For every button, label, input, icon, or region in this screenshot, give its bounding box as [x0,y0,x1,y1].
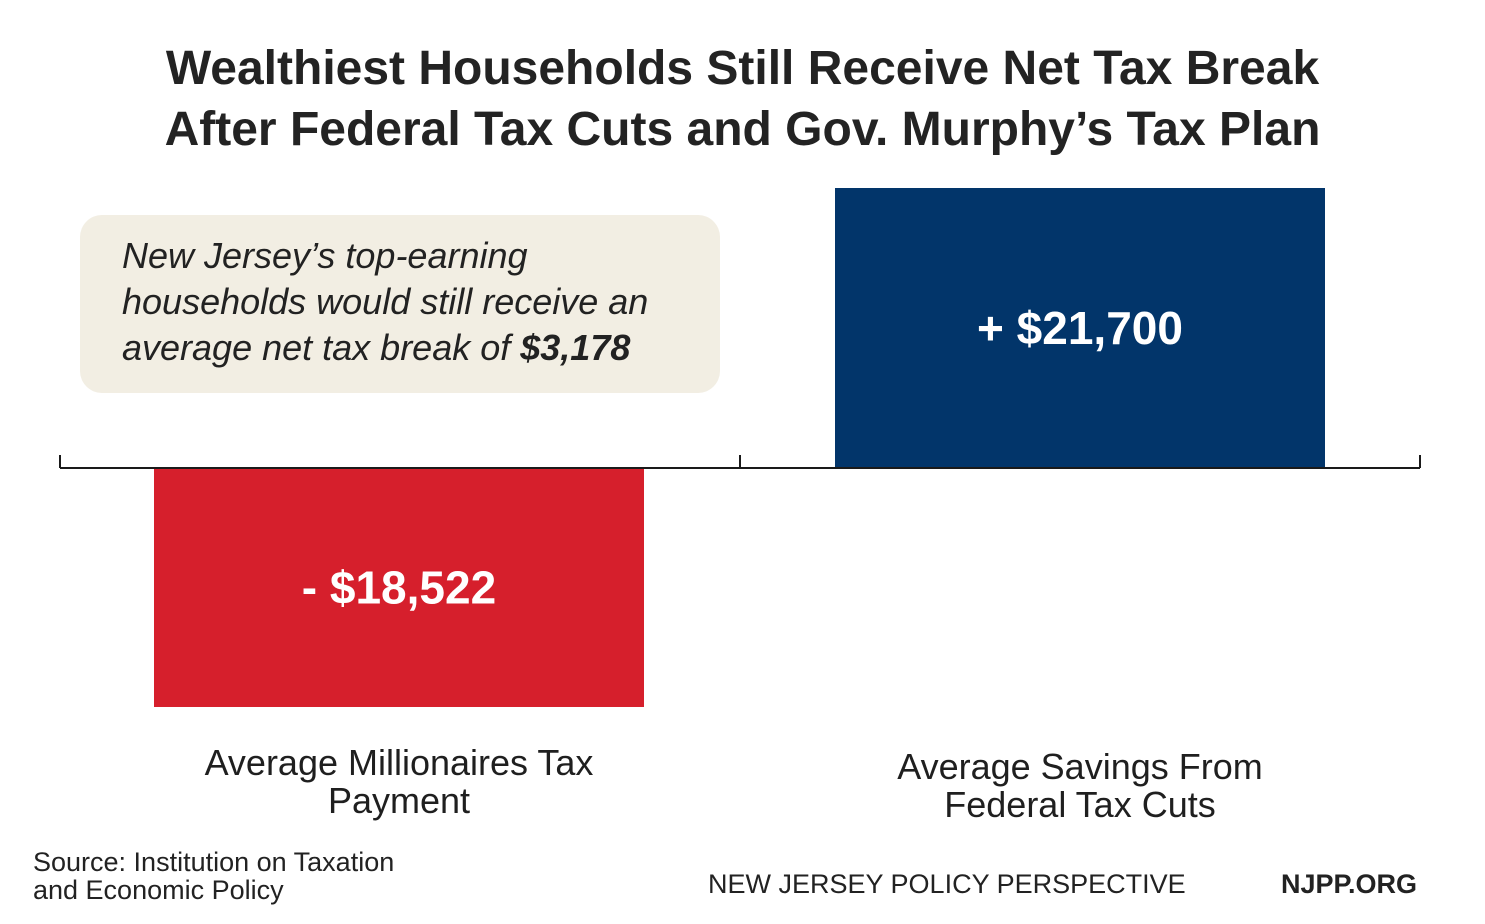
source-note: Source: Institution on Taxation and Econ… [33,848,394,904]
callout-line-1: New Jersey’s top-earning [122,235,528,276]
website-link[interactable]: NJPP.ORG [1281,869,1418,899]
callout-amount: $3,178 [520,327,631,368]
bar-value-label-1: + $21,700 [977,302,1183,354]
bar-value-label-0: - $18,522 [302,561,496,613]
category-label-0-line-1: Payment [328,780,470,821]
callout-line-2: households would still receive an [122,281,649,322]
bar-0 [154,468,644,707]
category-label-1-line-1: Federal Tax Cuts [944,784,1215,825]
chart-title-line-1: Wealthiest Households Still Receive Net … [165,42,1320,95]
source-line-1: Source: Institution on Taxation [33,847,395,877]
callout-line-3-text: average net tax break of [122,327,521,368]
category-label-1-line-0: Average Savings From [897,746,1263,787]
chart-title: Wealthiest Households Still Receive Net … [0,38,1485,160]
callout-line-3: average net tax break of $3,178 [122,325,700,371]
chart-title-line-2: After Federal Tax Cuts and Gov. Murphy’s… [164,103,1321,156]
category-label-0-line-0: Average Millionaires Tax [205,742,594,783]
organization-name: NEW JERSEY POLICY PERSPECTIVE [708,869,1186,899]
net-tax-break-callout: New Jersey’s top-earning households woul… [80,215,720,393]
source-line-2: and Economic Policy [33,875,284,905]
bar-1 [835,188,1325,468]
